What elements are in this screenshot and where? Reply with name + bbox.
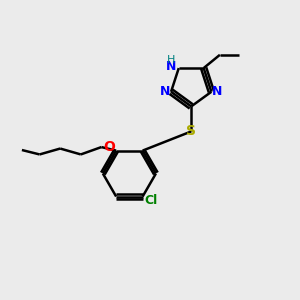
Text: N: N xyxy=(166,60,177,73)
Text: N: N xyxy=(212,85,223,98)
Text: S: S xyxy=(186,124,196,138)
Text: N: N xyxy=(160,85,170,98)
Text: H: H xyxy=(167,55,176,65)
Text: O: O xyxy=(103,140,115,154)
Text: Cl: Cl xyxy=(145,194,158,206)
